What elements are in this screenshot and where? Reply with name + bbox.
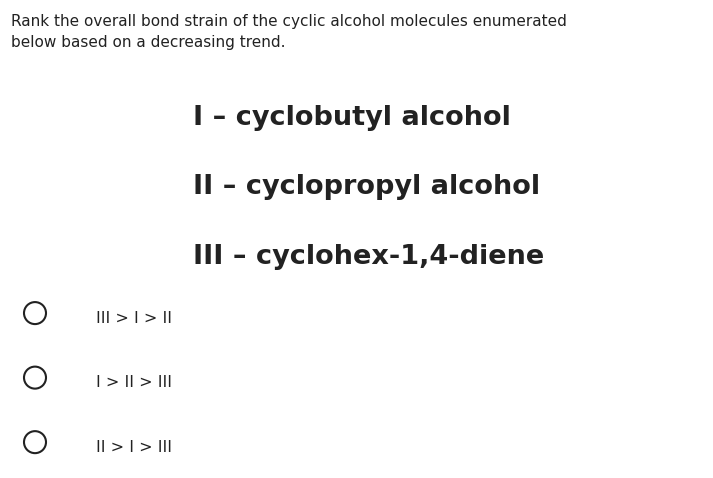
Text: II > I > III: II > I > III xyxy=(96,440,173,455)
Text: II – cyclopropyl alcohol: II – cyclopropyl alcohol xyxy=(193,174,540,200)
Text: III > I > II: III > I > II xyxy=(96,311,173,326)
Text: Rank the overall bond strain of the cyclic alcohol molecules enumerated
below ba: Rank the overall bond strain of the cycl… xyxy=(11,14,567,50)
Text: III – cyclohex-1,4-diene: III – cyclohex-1,4-diene xyxy=(193,244,544,270)
Text: I > II > III: I > II > III xyxy=(96,375,173,390)
Text: I – cyclobutyl alcohol: I – cyclobutyl alcohol xyxy=(193,105,511,131)
